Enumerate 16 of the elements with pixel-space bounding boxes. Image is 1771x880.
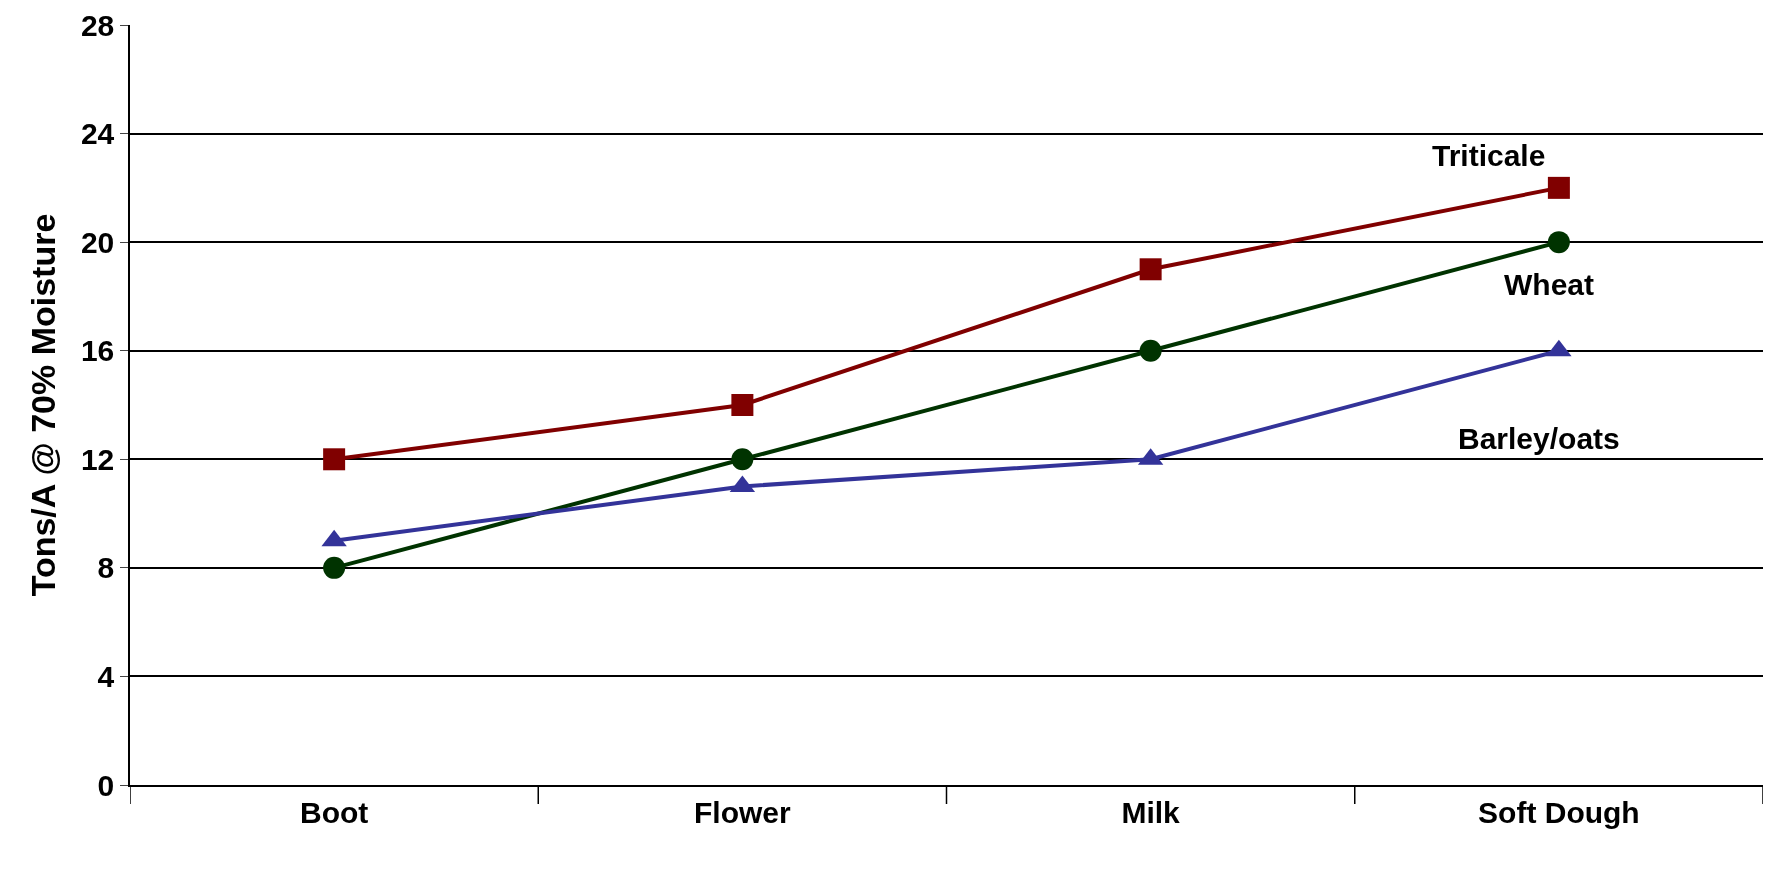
x-tick-label: Flower: [694, 795, 792, 829]
series-label: Triticale: [1432, 139, 1546, 172]
y-axis-title: Tons/A @ 70% Moisture: [23, 213, 62, 597]
y-tick-label: 28: [80, 8, 115, 42]
y-tick-label: 20: [80, 225, 115, 259]
y-tick-label: 16: [80, 334, 115, 368]
y-tick-label: 4: [97, 659, 115, 693]
series-label: Barley/oats: [1458, 422, 1620, 455]
x-tick-label: Milk: [1121, 795, 1181, 829]
x-tick-label: Soft Dough: [1478, 795, 1640, 829]
y-tick-label: 8: [97, 551, 115, 585]
y-tick-label: 12: [80, 442, 115, 476]
y-tick-label: 24: [80, 117, 115, 151]
series-label: Wheat: [1504, 268, 1595, 301]
x-tick-label: Boot: [299, 795, 369, 829]
y-tick-label: 0: [97, 768, 115, 802]
